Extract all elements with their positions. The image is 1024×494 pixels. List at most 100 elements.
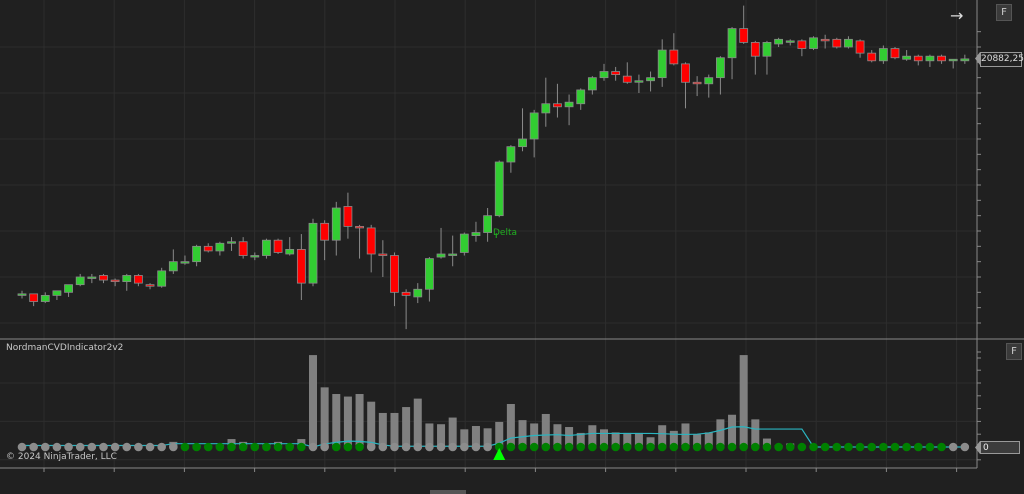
candle-body [867,52,877,62]
candle-body [704,77,714,85]
volume-bar [332,394,341,447]
candle [355,224,364,259]
volume-bar [716,419,725,447]
indicator-dot [145,442,155,452]
indicator-dot [215,442,225,452]
indicator-dot [413,442,423,452]
indicator-dot [541,442,551,452]
candle-body [29,293,39,302]
candle [913,54,923,66]
candle [797,39,807,57]
candle-body [809,37,818,49]
candle [576,88,586,110]
volume-bar [541,413,550,447]
indicator-dot [203,442,213,452]
indicator-dot [797,442,807,452]
candle-body [448,253,458,256]
arrow-right-icon[interactable]: → [950,6,964,25]
candle [87,273,97,284]
candle-body [250,255,260,258]
horizontal-scrollbar[interactable] [430,490,466,494]
candle [424,257,434,302]
candle [40,292,50,304]
volume-bar [681,423,690,447]
candle-body [262,239,271,256]
candles [17,5,970,330]
volume-bar [320,387,329,447]
indicator-dot [471,442,481,452]
candle [168,249,178,274]
candle [285,237,295,256]
candle-body [948,58,958,62]
indicator-dot [960,442,970,452]
candle [681,62,690,109]
indicator-dot [262,442,271,452]
indicator-title: NordmanCVDIndicator2v2 [6,343,124,353]
candle-body [471,232,481,236]
candle-body [192,245,202,263]
candle [75,273,85,287]
candle [867,50,877,63]
candle-body [413,288,423,298]
candle-body [238,241,248,256]
candle-body [739,28,749,43]
candle [890,47,900,60]
volume-bar [483,428,492,447]
candle-body [925,55,935,62]
indicator-dot [553,442,562,452]
candle-body [424,258,434,290]
volume-bar [693,434,702,447]
candle [320,220,330,261]
candle [529,109,539,158]
indicator-dot [925,442,935,452]
indicator-dot [157,442,166,452]
candle-body [599,71,609,79]
candle-body [215,242,225,252]
indicator-dot [366,442,376,452]
candle [716,56,725,95]
indicator-dot [913,442,923,452]
candle [494,160,504,218]
candle-body [750,42,760,57]
indicator-dot [646,442,655,452]
candle [564,94,574,126]
candle [390,252,399,307]
indicator-dot [180,442,190,452]
candle [29,293,39,307]
candle [925,54,935,67]
candle [483,207,493,242]
indicator-dot [704,442,714,452]
indicator-dot [774,442,783,452]
indicator-current-value: 0 [980,441,1020,454]
candle [401,289,411,330]
indicator-dot [29,442,38,452]
candle-body [727,28,737,59]
candle-body [355,225,364,229]
candle-body [529,112,539,140]
candle [331,201,341,256]
indicator-dot [529,442,539,452]
volume-bar [506,403,515,447]
indicator-panel-f-button[interactable]: F [1006,343,1022,360]
indicator-dot [751,442,760,452]
volume-bar [634,432,643,447]
indicator-dot [622,442,632,452]
indicator-dot [355,442,364,452]
candle [739,5,749,44]
volume-bar [704,432,713,447]
candle-body [343,206,353,227]
indicator-dot [273,442,283,452]
indicator-dot [227,442,236,452]
candle-body [553,103,562,108]
price-panel-f-button[interactable]: F [996,4,1012,21]
indicator-dot [169,442,178,452]
candle-body [844,38,853,48]
indicator-dot [250,442,260,452]
candle [727,27,737,80]
indicator-dot [902,442,911,452]
volume-bar [611,432,620,447]
indicator-dot [739,442,748,452]
indicator-dot [657,442,667,452]
candle-body [203,245,213,252]
